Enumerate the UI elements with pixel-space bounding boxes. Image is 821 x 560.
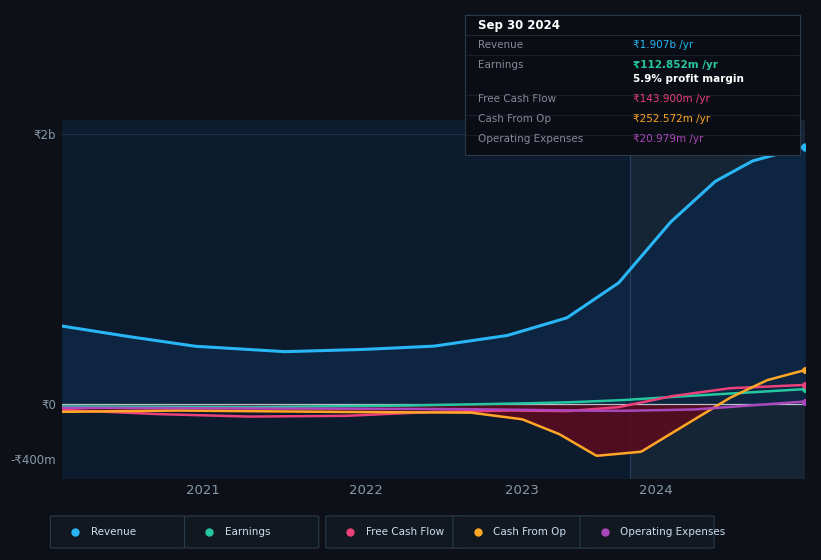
Text: Earnings: Earnings: [225, 527, 270, 537]
FancyBboxPatch shape: [453, 516, 587, 548]
Text: Revenue: Revenue: [479, 40, 524, 50]
FancyBboxPatch shape: [326, 516, 460, 548]
FancyBboxPatch shape: [50, 516, 185, 548]
Text: Cash From Op: Cash From Op: [493, 527, 566, 537]
Text: Free Cash Flow: Free Cash Flow: [366, 527, 444, 537]
Text: Operating Expenses: Operating Expenses: [620, 527, 726, 537]
Bar: [630, 120, 805, 479]
Text: Revenue: Revenue: [90, 527, 135, 537]
Text: Operating Expenses: Operating Expenses: [479, 134, 584, 144]
Text: Earnings: Earnings: [479, 60, 524, 70]
Text: Sep 30 2024: Sep 30 2024: [479, 18, 561, 31]
Text: Cash From Op: Cash From Op: [479, 114, 552, 124]
FancyBboxPatch shape: [580, 516, 714, 548]
FancyBboxPatch shape: [185, 516, 319, 548]
Text: ₹1.907b /yr: ₹1.907b /yr: [632, 40, 693, 50]
Text: Free Cash Flow: Free Cash Flow: [479, 94, 557, 104]
Text: ₹112.852m /yr: ₹112.852m /yr: [632, 60, 718, 70]
Text: ₹252.572m /yr: ₹252.572m /yr: [632, 114, 709, 124]
Text: ₹20.979m /yr: ₹20.979m /yr: [632, 134, 703, 144]
Text: ₹143.900m /yr: ₹143.900m /yr: [632, 94, 709, 104]
Text: 5.9% profit margin: 5.9% profit margin: [632, 74, 743, 84]
